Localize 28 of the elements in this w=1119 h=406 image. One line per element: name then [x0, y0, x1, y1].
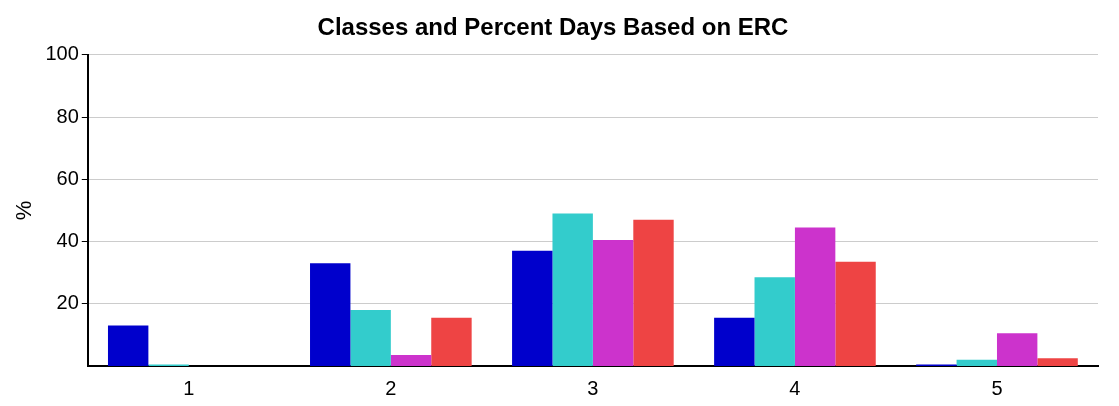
x-tick-label: 1 — [183, 376, 195, 399]
y-tick-label: 20 — [56, 291, 79, 314]
x-tick-label: 4 — [789, 376, 801, 399]
bar — [794, 227, 836, 366]
bar — [592, 239, 634, 366]
bar — [310, 263, 351, 366]
bar — [107, 325, 149, 366]
y-tick-label: 80 — [56, 104, 79, 127]
bar — [633, 219, 674, 366]
y-tick-label: 40 — [56, 229, 79, 252]
bar — [431, 317, 472, 366]
bar — [552, 213, 593, 366]
x-tick-label: 5 — [991, 376, 1003, 399]
x-tick-label: 3 — [587, 376, 599, 399]
bar — [835, 261, 876, 366]
chart-title: Classes and Percent Days Based on ERC — [317, 13, 789, 41]
bar — [956, 359, 997, 366]
bar — [1037, 358, 1078, 366]
bar — [390, 355, 432, 366]
bar — [714, 317, 755, 366]
y-tick-label: 60 — [56, 166, 79, 189]
y-tick-label: 100 — [45, 42, 79, 65]
bar — [754, 277, 795, 366]
bar — [996, 333, 1038, 366]
y-axis-title: % — [11, 200, 37, 221]
bar — [350, 309, 391, 366]
bar — [512, 250, 553, 366]
x-tick-label: 2 — [385, 376, 397, 399]
